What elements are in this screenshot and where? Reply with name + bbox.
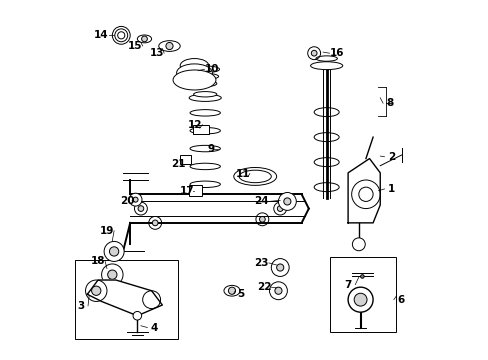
Text: 6: 6 xyxy=(397,295,404,305)
Ellipse shape xyxy=(197,81,216,86)
Circle shape xyxy=(360,275,364,278)
Circle shape xyxy=(278,193,296,210)
Circle shape xyxy=(311,50,316,56)
Circle shape xyxy=(353,293,366,306)
Polygon shape xyxy=(347,158,380,223)
Circle shape xyxy=(283,198,290,205)
Circle shape xyxy=(352,238,365,251)
Text: 16: 16 xyxy=(329,48,343,58)
Circle shape xyxy=(142,36,147,42)
Text: 17: 17 xyxy=(180,186,194,197)
Text: 15: 15 xyxy=(128,41,142,51)
Circle shape xyxy=(228,287,235,294)
Text: 11: 11 xyxy=(235,168,249,179)
Circle shape xyxy=(276,264,283,271)
Ellipse shape xyxy=(180,59,208,73)
Bar xyxy=(329,257,395,332)
Bar xyxy=(180,155,190,164)
Circle shape xyxy=(271,258,288,276)
Circle shape xyxy=(138,206,143,211)
Circle shape xyxy=(152,220,158,226)
Ellipse shape xyxy=(310,62,342,69)
Circle shape xyxy=(109,247,119,256)
Text: 20: 20 xyxy=(120,197,134,206)
Text: 2: 2 xyxy=(387,152,394,162)
Text: 23: 23 xyxy=(254,258,268,268)
Circle shape xyxy=(259,216,264,222)
Circle shape xyxy=(277,206,283,211)
Text: 8: 8 xyxy=(386,98,393,108)
Text: 7: 7 xyxy=(344,280,351,290)
Circle shape xyxy=(91,286,101,296)
Ellipse shape xyxy=(195,73,218,79)
Polygon shape xyxy=(87,280,162,316)
Ellipse shape xyxy=(137,35,151,43)
Bar xyxy=(192,125,208,134)
Text: 10: 10 xyxy=(204,64,219,74)
Text: 14: 14 xyxy=(94,30,109,40)
Circle shape xyxy=(107,270,117,279)
Ellipse shape xyxy=(224,285,240,296)
Ellipse shape xyxy=(176,64,212,82)
Text: 24: 24 xyxy=(254,197,268,206)
Text: 1: 1 xyxy=(387,184,394,194)
Ellipse shape xyxy=(173,70,216,90)
Ellipse shape xyxy=(193,91,216,97)
Text: 9: 9 xyxy=(206,144,214,154)
Circle shape xyxy=(347,287,372,312)
Text: 21: 21 xyxy=(171,159,185,169)
Circle shape xyxy=(165,42,173,50)
Text: 19: 19 xyxy=(100,226,114,236)
Text: 13: 13 xyxy=(149,48,164,58)
Text: 3: 3 xyxy=(77,301,84,311)
Circle shape xyxy=(129,193,142,206)
Text: 18: 18 xyxy=(91,256,105,266)
Circle shape xyxy=(274,287,282,294)
Text: 22: 22 xyxy=(256,282,271,292)
Ellipse shape xyxy=(159,41,180,51)
Circle shape xyxy=(269,282,287,300)
Circle shape xyxy=(133,311,142,320)
Text: 5: 5 xyxy=(237,289,244,298)
Bar xyxy=(189,185,201,196)
Text: 12: 12 xyxy=(187,120,202,130)
Ellipse shape xyxy=(194,66,219,72)
Circle shape xyxy=(133,197,138,202)
Circle shape xyxy=(104,242,124,261)
Circle shape xyxy=(102,264,123,285)
Bar xyxy=(75,260,178,339)
Text: 4: 4 xyxy=(150,323,158,333)
